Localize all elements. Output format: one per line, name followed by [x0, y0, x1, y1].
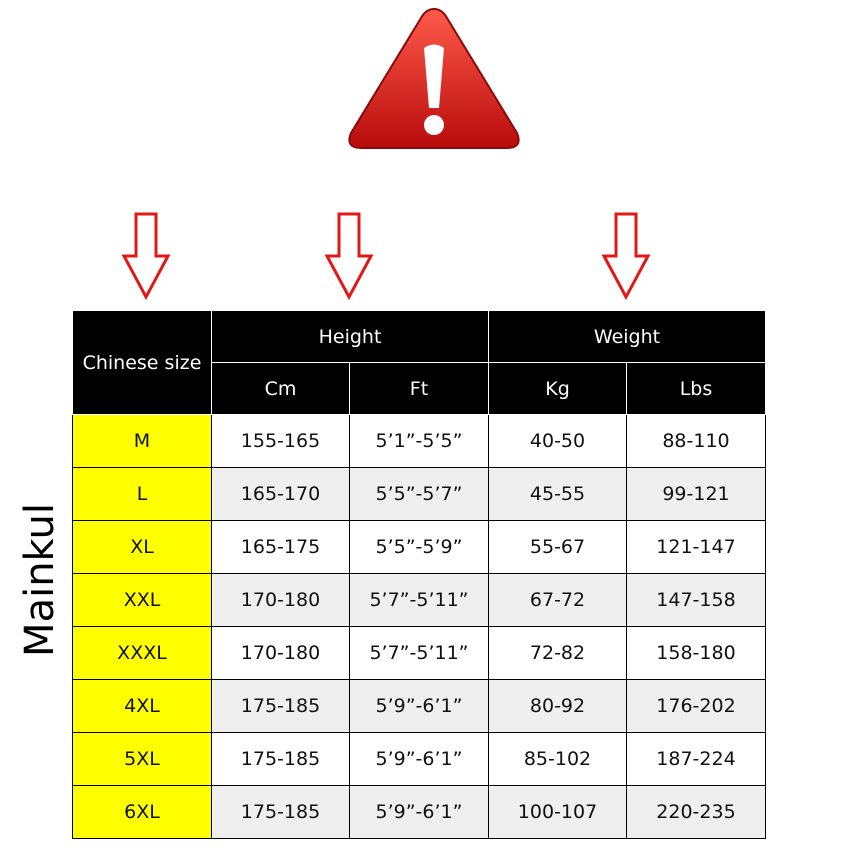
weight-lbs-cell: 147-158 [626, 573, 766, 627]
height-cm-cell: 170-180 [211, 626, 350, 680]
table-row: XXL 170-180 5’7”-5’11” 67-72 147-158 [72, 573, 766, 627]
weight-kg-cell: 100-107 [488, 785, 627, 839]
weight-lbs-cell: 220-235 [626, 785, 766, 839]
table-row: 4XL 175-185 5’9”-6’1” 80-92 176-202 [72, 679, 766, 733]
arrow-down-icon [325, 212, 373, 300]
height-cm-cell: 165-170 [211, 467, 350, 521]
table-row: XXXL 170-180 5’7”-5’11” 72-82 158-180 [72, 626, 766, 680]
height-ft-cell: 5’9”-6’1” [349, 732, 489, 786]
height-ft-cell: 5’7”-5’11” [349, 573, 489, 627]
weight-kg-cell: 80-92 [488, 679, 627, 733]
weight-kg-cell: 67-72 [488, 573, 627, 627]
weight-kg-cell: 45-55 [488, 467, 627, 521]
height-cm-cell: 175-185 [211, 785, 350, 839]
unit-header: Ft [349, 362, 489, 415]
weight-kg-cell: 72-82 [488, 626, 627, 680]
weight-lbs-cell: 121-147 [626, 520, 766, 574]
height-cm-cell: 175-185 [211, 679, 350, 733]
size-cell: M [72, 414, 212, 468]
unit-header: Lbs [626, 362, 766, 415]
height-header: Height [211, 310, 489, 363]
height-ft-cell: 5’5”-5’7” [349, 467, 489, 521]
table-row: 6XL 175-185 5’9”-6’1” 100-107 220-235 [72, 785, 766, 839]
size-cell: 6XL [72, 785, 212, 839]
size-cell: 4XL [72, 679, 212, 733]
brand-name: Mainkul [17, 503, 63, 657]
size-cell: XXXL [72, 626, 212, 680]
weight-lbs-cell: 99-121 [626, 467, 766, 521]
weight-kg-cell: 85-102 [488, 732, 627, 786]
unit-header: Kg [488, 362, 627, 415]
warning-triangle-icon [348, 7, 520, 149]
height-ft-cell: 5’7”-5’11” [349, 626, 489, 680]
weight-lbs-cell: 88-110 [626, 414, 766, 468]
weight-kg-cell: 40-50 [488, 414, 627, 468]
weight-lbs-cell: 158-180 [626, 626, 766, 680]
table-row: XL 165-175 5’5”-5’9” 55-67 121-147 [72, 520, 766, 574]
size-header: Chinese size [72, 310, 212, 415]
height-ft-cell: 5’9”-6’1” [349, 785, 489, 839]
height-cm-cell: 170-180 [211, 573, 350, 627]
weight-kg-cell: 55-67 [488, 520, 627, 574]
arrow-down-icon [602, 212, 650, 300]
size-cell: XL [72, 520, 212, 574]
table-row: M 155-165 5’1”-5’5” 40-50 88-110 [72, 414, 766, 468]
height-cm-cell: 155-165 [211, 414, 350, 468]
height-cm-cell: 175-185 [211, 732, 350, 786]
height-cm-cell: 165-175 [211, 520, 350, 574]
table-row: 5XL 175-185 5’9”-6’1” 85-102 187-224 [72, 732, 766, 786]
weight-lbs-cell: 187-224 [626, 732, 766, 786]
weight-header: Weight [488, 310, 766, 363]
size-chart-table: Chinese size Height Weight Cm Ft Kg Lbs … [72, 310, 766, 839]
weight-lbs-cell: 176-202 [626, 679, 766, 733]
size-cell: 5XL [72, 732, 212, 786]
table-row: L 165-170 5’5”-5’7” 45-55 99-121 [72, 467, 766, 521]
height-ft-cell: 5’1”-5’5” [349, 414, 489, 468]
arrow-down-icon [122, 212, 170, 300]
unit-header: Cm [211, 362, 350, 415]
height-ft-cell: 5’9”-6’1” [349, 679, 489, 733]
size-cell: L [72, 467, 212, 521]
size-cell: XXL [72, 573, 212, 627]
height-ft-cell: 5’5”-5’9” [349, 520, 489, 574]
